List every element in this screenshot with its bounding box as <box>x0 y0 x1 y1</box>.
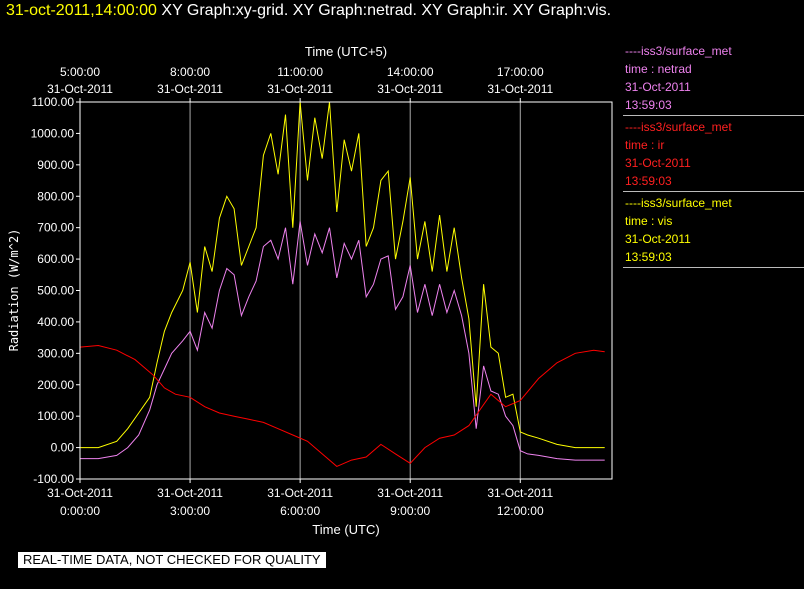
legend-time: 13:59:03 <box>625 250 672 264</box>
y-tick-label: 0.00 <box>51 441 75 455</box>
legend-source: ----iss3/surface_met <box>625 120 732 134</box>
y-ticks: -100.00 0.00 100.00 200.00 300.00 400.00 500.0… <box>31 95 80 486</box>
legend-netrad: ----iss3/surface_met time : netrad 31-Oc… <box>623 40 804 116</box>
y-tick-label: 800.00 <box>37 189 74 203</box>
x-top-tick-date: 31-Oct-2011 <box>377 82 443 96</box>
x-axis-label-top: Time (UTC+5) <box>305 44 387 59</box>
x-ticks-top: 5:00:00 31-Oct-2011 8:00:00 31-Oct-2011 11:0… <box>47 65 554 102</box>
legend-source: ----iss3/surface_met <box>625 44 732 58</box>
series-line-time-ir <box>80 344 605 467</box>
y-tick-label: 300.00 <box>37 346 74 360</box>
legend-time: 13:59:03 <box>625 174 672 188</box>
y-tick-label: 500.00 <box>37 284 74 298</box>
legend-var: time : vis <box>625 214 673 228</box>
x-top-tick-time: 5:00:00 <box>60 65 100 79</box>
series-line-time-netrad <box>80 221 605 461</box>
quality-warning-banner: REAL-TIME DATA, NOT CHECKED FOR QUALITY <box>18 552 326 568</box>
x-tick-date: 31-Oct-2011 <box>267 486 333 500</box>
legend-time: 13:59:03 <box>625 98 672 112</box>
legend-vis: ----iss3/surface_met time : vis 31-Oct-2… <box>623 192 804 268</box>
x-top-tick-date: 31-Oct-2011 <box>47 82 113 96</box>
x-top-tick-date: 31-Oct-2011 <box>267 82 333 96</box>
x-top-tick-date: 31-Oct-2011 <box>487 82 553 96</box>
x-tick-time: 9:00:00 <box>390 504 430 518</box>
legend-date: 31-Oct-2011 <box>625 156 691 170</box>
y-tick-label: 600.00 <box>37 252 74 266</box>
y-tick-label: 1000.00 <box>31 126 75 140</box>
x-tick-time: 12:00:00 <box>497 504 544 518</box>
x-ticks-bottom: 31-Oct-2011 0:00:00 31-Oct-2011 3:00:00 31-O… <box>47 479 554 518</box>
legend-source: ----iss3/surface_met <box>625 196 732 210</box>
legend: ----iss3/surface_met time : netrad 31-Oc… <box>623 40 804 268</box>
legend-date: 31-Oct-2011 <box>625 232 691 246</box>
y-tick-label: 700.00 <box>37 221 74 235</box>
legend-ir: ----iss3/surface_met time : ir 31-Oct-20… <box>623 116 804 192</box>
y-tick-label: 1100.00 <box>32 95 75 109</box>
graph-title-bar: 31-oct-2011,14:00:00 XY Graph:xy-grid. X… <box>6 2 611 20</box>
y-axis-label: Radiation (W/m^2) <box>7 229 21 352</box>
x-tick-date: 31-Oct-2011 <box>377 486 443 500</box>
legend-date: 31-Oct-2011 <box>625 80 691 94</box>
plot-frame <box>79 101 613 480</box>
x-top-tick-time: 8:00:00 <box>170 65 210 79</box>
legend-var: time : ir <box>625 138 665 152</box>
timestamp-label: 31-oct-2011,14:00:00 <box>6 2 157 19</box>
x-top-tick-time: 11:00:00 <box>277 65 323 79</box>
x-top-tick-date: 31-Oct-2011 <box>157 82 223 96</box>
y-tick-label: 400.00 <box>37 315 74 329</box>
legend-var: time : netrad <box>625 62 692 76</box>
x-tick-date: 31-Oct-2011 <box>47 486 113 500</box>
x-tick-time: 0:00:00 <box>60 504 100 518</box>
x-tick-time: 6:00:00 <box>280 504 320 518</box>
x-tick-time: 3:00:00 <box>170 504 210 518</box>
x-tick-date: 31-Oct-2011 <box>487 486 553 500</box>
x-top-tick-time: 14:00:00 <box>387 65 434 79</box>
y-tick-label: 200.00 <box>37 378 74 392</box>
series-line-time-vis <box>80 102 605 449</box>
graph-list-label: XY Graph:xy-grid. XY Graph:netrad. XY Gr… <box>161 2 612 19</box>
x-axis-label-bottom: Time (UTC) <box>312 522 379 537</box>
y-tick-label: 100.00 <box>37 409 74 423</box>
y-tick-label: -100.00 <box>33 472 74 486</box>
x-top-tick-time: 17:00:00 <box>497 65 544 79</box>
x-tick-date: 31-Oct-2011 <box>157 486 223 500</box>
series-lines <box>80 102 605 467</box>
y-tick-label: 900.00 <box>37 158 74 172</box>
